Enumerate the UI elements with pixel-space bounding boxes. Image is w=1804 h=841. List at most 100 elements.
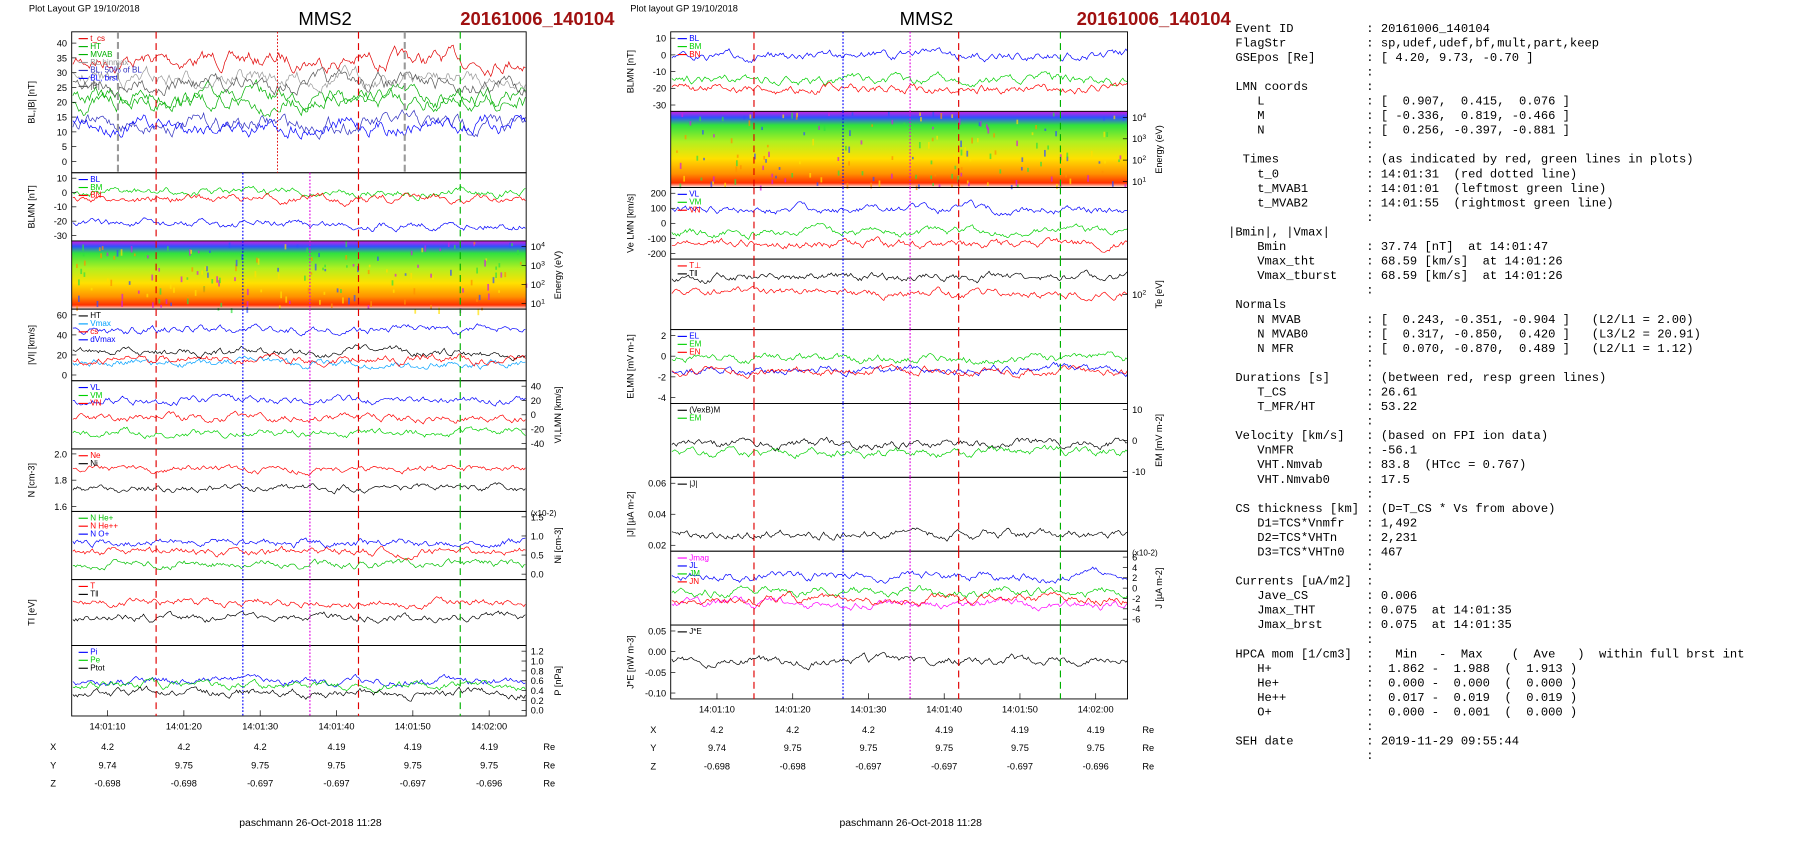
trace bbox=[671, 199, 1128, 216]
trace bbox=[72, 66, 526, 98]
spectrogram-speckle bbox=[958, 118, 961, 125]
position-value: 4.19 bbox=[1087, 725, 1105, 735]
spectrogram-speckle bbox=[438, 307, 440, 314]
spectrogram-speckle bbox=[160, 304, 163, 308]
tick-label: 10 bbox=[656, 34, 666, 44]
legend-entry: EN bbox=[689, 348, 700, 357]
axis-label: Ve LMN [km/s] bbox=[626, 194, 636, 253]
spectrogram-speckle bbox=[137, 290, 140, 294]
tick-label: 0 bbox=[661, 50, 666, 60]
spectrogram-speckle bbox=[724, 182, 727, 189]
time-label: 14:02:00 bbox=[471, 722, 507, 732]
spectrogram-speckle bbox=[960, 172, 963, 177]
spectrogram-speckle bbox=[872, 176, 875, 182]
spectrogram-speckle bbox=[285, 296, 288, 303]
position-value: 9.75 bbox=[859, 743, 877, 753]
spectrogram-speckle bbox=[319, 299, 321, 305]
position-value: 9.75 bbox=[1011, 743, 1029, 753]
axis-label: Energy (eV) bbox=[553, 251, 563, 299]
spectrogram-speckle bbox=[83, 272, 86, 277]
tick-label: -20 bbox=[531, 425, 544, 435]
spectrogram-speckle bbox=[739, 165, 742, 170]
spectrogram-speckle bbox=[960, 167, 963, 171]
spectrogram-speckle bbox=[1118, 159, 1120, 163]
trace bbox=[671, 222, 1128, 241]
info-line: Velocity [km/s] : (based on FPI ion data… bbox=[1228, 429, 1548, 443]
spectrogram-speckle bbox=[1124, 184, 1127, 188]
tick-label: 0.4 bbox=[531, 686, 544, 696]
position-value: 9.75 bbox=[480, 760, 498, 770]
position-value: -0.698 bbox=[704, 761, 730, 771]
panel-frame bbox=[670, 329, 1128, 404]
spectrogram-speckle bbox=[1119, 155, 1122, 160]
spectrogram-speckle bbox=[336, 288, 339, 293]
spectrogram-speckle bbox=[703, 157, 705, 161]
tick-label: 2.0 bbox=[54, 449, 67, 459]
spectrogram-speckle bbox=[146, 255, 149, 259]
axis-label: VI,LMN [km/s] bbox=[553, 386, 563, 443]
legend-entry: VN bbox=[90, 399, 101, 408]
spectrogram-speckle bbox=[986, 124, 988, 129]
tick-label: 20 bbox=[57, 350, 67, 360]
spacecraft: MMS2 bbox=[900, 8, 953, 29]
info-line: N MVAB0 : [ 0.317, -0.850, 0.420 ] (L3/L… bbox=[1228, 327, 1701, 341]
spectrogram-speckle bbox=[82, 244, 84, 251]
tick-label: 0.00 bbox=[648, 647, 666, 657]
legend-entry: N He++ bbox=[90, 522, 118, 531]
trace bbox=[72, 482, 526, 495]
tick-exp: 2 bbox=[1142, 155, 1146, 162]
legend-entry: Vmax bbox=[90, 319, 111, 328]
legend-entry: VM bbox=[689, 198, 701, 207]
spectrogram-speckle bbox=[681, 113, 684, 118]
tick-label: 0 bbox=[62, 157, 67, 167]
position-value: 4.19 bbox=[480, 742, 498, 752]
spectrogram-speckle bbox=[330, 303, 333, 309]
layout-label: Plot Layout GP 19/10/2018 bbox=[29, 3, 140, 13]
spectrogram-speckle bbox=[151, 274, 154, 281]
spectrogram-speckle bbox=[495, 266, 498, 270]
spectrogram-speckle bbox=[1106, 131, 1109, 137]
spectrogram-speckle bbox=[133, 253, 136, 257]
tick-label: -0.10 bbox=[645, 689, 666, 699]
spectrogram-speckle bbox=[689, 121, 692, 126]
trace bbox=[72, 558, 526, 571]
legend-entry: T bbox=[90, 582, 95, 591]
trace bbox=[72, 355, 526, 370]
event-id: 20161006_140104 bbox=[460, 8, 615, 29]
spectrogram-speckle bbox=[679, 183, 682, 189]
trace bbox=[671, 585, 1128, 599]
spectrogram-speckle bbox=[257, 258, 260, 265]
tick-label: 1.5 bbox=[531, 512, 544, 522]
tick-label: 102 bbox=[1132, 289, 1146, 299]
spectrogram-speckle bbox=[462, 288, 464, 293]
spectrogram-speckle bbox=[324, 268, 327, 272]
info-line: Jmax_brst : 0.075 at 14:01:35 bbox=[1228, 618, 1512, 632]
trace bbox=[72, 685, 526, 702]
info-line: Bmin : 37.74 [nT] at 14:01:47 bbox=[1228, 240, 1548, 254]
spectrogram-speckle bbox=[169, 284, 172, 289]
spectrogram-speckle bbox=[410, 272, 413, 279]
spectrogram-speckle bbox=[721, 116, 724, 122]
legend-entry: Ne bbox=[90, 451, 101, 460]
axis-multiplier: (x10-2) bbox=[1132, 549, 1158, 558]
legend-entry: Pi bbox=[90, 648, 97, 657]
spectrogram-speckle bbox=[1066, 156, 1069, 162]
spectrogram-speckle bbox=[748, 120, 751, 127]
tick-exp: 2 bbox=[1142, 289, 1146, 296]
position-value: 4.2 bbox=[786, 725, 799, 735]
spectrogram-speckle bbox=[106, 252, 109, 257]
spectrogram-speckle bbox=[940, 113, 943, 119]
info-line: N MFR : [ 0.070, -0.870, 0.489 ] (L2/L1 … bbox=[1228, 342, 1693, 356]
info-line: Durations [s] : (between red, resp green… bbox=[1228, 371, 1606, 385]
info-line: : bbox=[1228, 66, 1373, 80]
spectrogram-speckle bbox=[954, 165, 957, 170]
spectrogram-speckle bbox=[887, 111, 890, 117]
time-label: 14:02:00 bbox=[1078, 705, 1114, 715]
axis-label: BL,|B| [nT] bbox=[27, 81, 37, 124]
spectrogram-speckle bbox=[424, 245, 427, 252]
spectrogram-speckle bbox=[778, 167, 781, 170]
spectrogram-speckle bbox=[976, 138, 979, 143]
trace bbox=[671, 527, 1128, 542]
tick-label: 0.06 bbox=[648, 479, 666, 489]
